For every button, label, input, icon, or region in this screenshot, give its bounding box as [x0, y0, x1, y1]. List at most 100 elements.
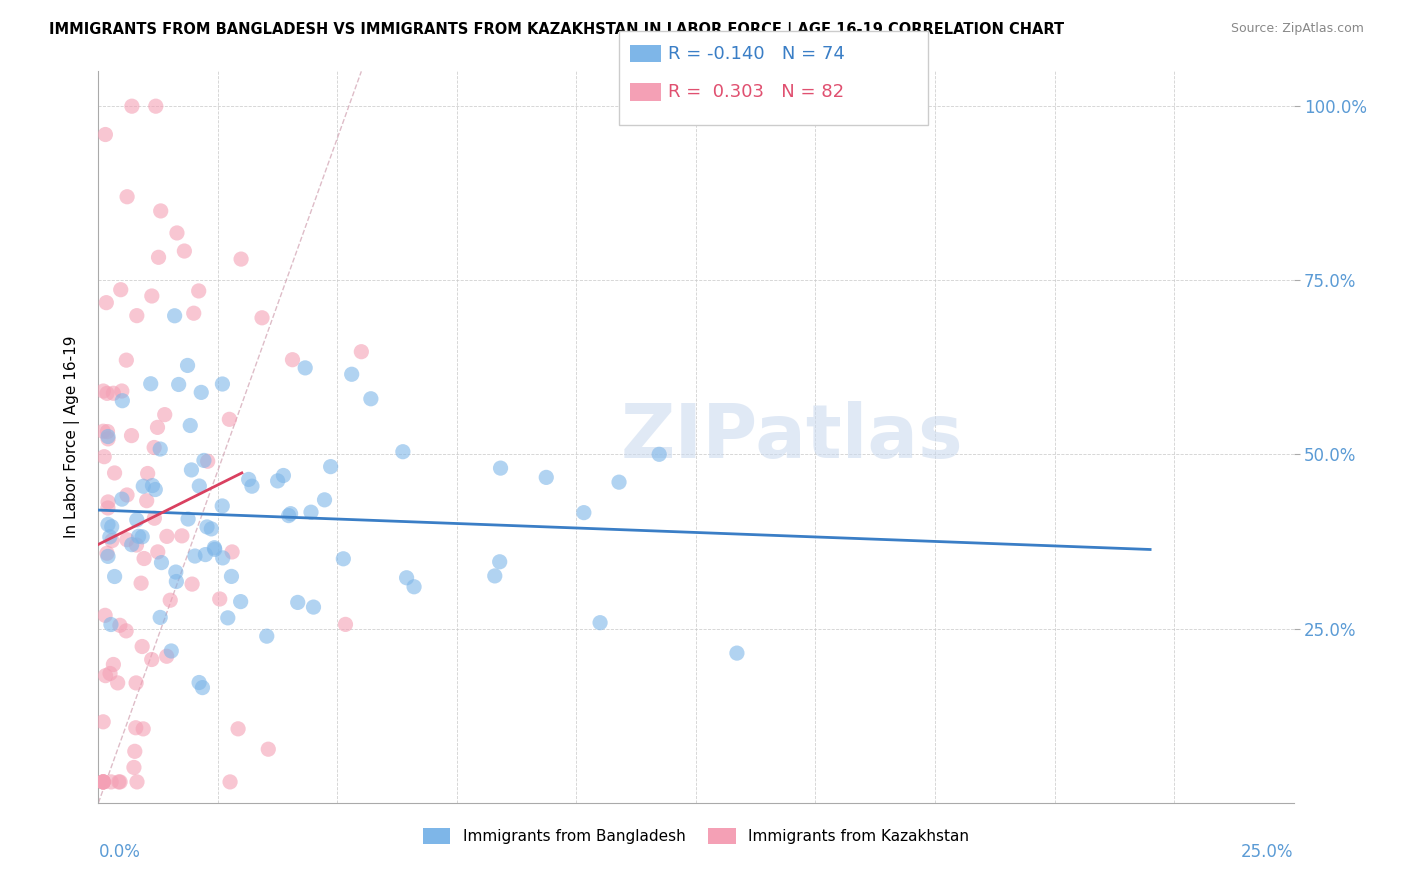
- Point: [128, 529, 150, 543]
- Point: [94, 608, 117, 623]
- Point: [176, 359, 198, 373]
- Point: [607, 475, 630, 490]
- Point: [139, 376, 162, 391]
- Point: [107, 775, 129, 789]
- Point: [335, 617, 357, 632]
- Point: [96, 546, 118, 560]
- Point: [160, 644, 183, 658]
- Point: [589, 615, 612, 630]
- Point: [287, 595, 309, 609]
- Point: [302, 600, 325, 615]
- Point: [91, 384, 114, 398]
- Point: [536, 470, 558, 484]
- Point: [211, 499, 233, 513]
- Point: [146, 420, 169, 434]
- Point: [190, 385, 212, 400]
- Point: [103, 657, 125, 672]
- Point: [125, 676, 148, 690]
- Point: [141, 289, 163, 303]
- Y-axis label: In Labor Force | Age 16-19: In Labor Force | Age 16-19: [63, 335, 80, 539]
- Point: [395, 571, 418, 585]
- Text: 0.0%: 0.0%: [98, 843, 141, 861]
- Point: [125, 513, 148, 527]
- Point: [177, 512, 200, 526]
- Point: [111, 492, 134, 507]
- Point: [115, 190, 138, 204]
- Point: [94, 668, 117, 682]
- Point: [125, 721, 148, 735]
- Text: Source: ZipAtlas.com: Source: ZipAtlas.com: [1230, 22, 1364, 36]
- Point: [273, 468, 295, 483]
- Point: [103, 386, 125, 401]
- Point: [93, 450, 115, 464]
- Point: [97, 549, 120, 564]
- Point: [167, 377, 190, 392]
- Point: [91, 424, 114, 438]
- Point: [100, 519, 122, 533]
- Point: [149, 610, 172, 624]
- Point: [392, 444, 415, 458]
- Point: [350, 344, 373, 359]
- Point: [240, 479, 263, 493]
- Point: [217, 611, 239, 625]
- Point: [332, 551, 354, 566]
- Point: [125, 775, 148, 789]
- Point: [648, 447, 671, 461]
- Point: [149, 203, 172, 218]
- Point: [91, 714, 114, 729]
- Text: R =  0.303   N = 82: R = 0.303 N = 82: [668, 83, 844, 101]
- Point: [229, 252, 252, 266]
- Point: [115, 353, 138, 368]
- Point: [166, 226, 188, 240]
- Point: [170, 529, 193, 543]
- Point: [108, 775, 131, 789]
- Point: [143, 483, 166, 497]
- Point: [202, 541, 225, 555]
- Point: [218, 412, 240, 426]
- Point: [97, 517, 120, 532]
- Point: [141, 478, 163, 492]
- Point: [125, 309, 148, 323]
- Point: [153, 408, 176, 422]
- Point: [165, 574, 187, 589]
- Point: [211, 376, 233, 391]
- Point: [146, 545, 169, 559]
- Point: [208, 592, 231, 607]
- Point: [572, 506, 595, 520]
- Point: [319, 459, 342, 474]
- Point: [97, 500, 120, 515]
- Text: IMMIGRANTS FROM BANGLADESH VS IMMIGRANTS FROM KAZAKHSTAN IN LABOR FORCE | AGE 16: IMMIGRANTS FROM BANGLADESH VS IMMIGRANTS…: [49, 22, 1064, 38]
- Point: [188, 479, 211, 493]
- Point: [143, 511, 166, 525]
- Point: [136, 467, 159, 481]
- Point: [226, 722, 249, 736]
- Point: [122, 760, 145, 774]
- Point: [238, 472, 260, 486]
- Point: [281, 352, 304, 367]
- Point: [165, 565, 187, 579]
- Point: [163, 309, 186, 323]
- Point: [194, 548, 217, 562]
- Point: [187, 284, 209, 298]
- Point: [98, 666, 121, 681]
- Point: [402, 580, 425, 594]
- Point: [143, 441, 166, 455]
- Point: [141, 652, 163, 666]
- Point: [183, 306, 205, 320]
- Point: [489, 461, 512, 475]
- Point: [94, 128, 117, 142]
- Point: [91, 775, 114, 789]
- Point: [91, 775, 114, 789]
- Point: [115, 488, 138, 502]
- Point: [104, 569, 127, 583]
- Point: [277, 508, 299, 523]
- Point: [96, 386, 118, 401]
- Point: [200, 522, 222, 536]
- Point: [488, 555, 510, 569]
- Point: [132, 479, 155, 493]
- Point: [132, 722, 155, 736]
- Point: [111, 384, 134, 398]
- Point: [156, 649, 179, 664]
- Point: [340, 368, 363, 382]
- Point: [266, 474, 288, 488]
